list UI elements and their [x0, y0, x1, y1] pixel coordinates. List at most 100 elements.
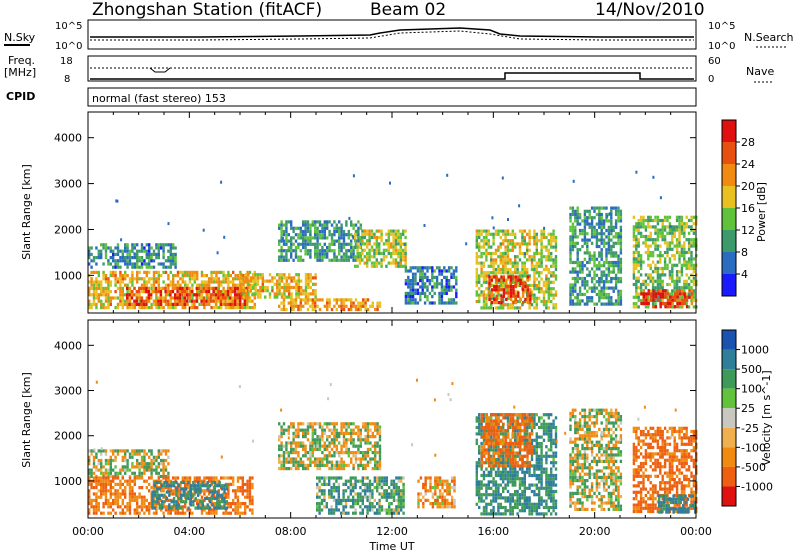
power-cell	[680, 222, 684, 226]
power-cell	[497, 229, 500, 233]
power-cell	[340, 255, 343, 259]
power-cell	[227, 270, 230, 274]
power-cell	[121, 302, 124, 306]
power-cell	[523, 274, 526, 278]
power-cell	[157, 252, 160, 256]
velocity-cell	[196, 498, 199, 502]
power-cell	[214, 302, 218, 306]
velocity-cell	[366, 460, 370, 464]
power-cell	[526, 301, 530, 305]
power-cell	[612, 270, 615, 274]
power-cell	[357, 220, 360, 224]
velocity-cell	[218, 493, 221, 497]
velocity-cell	[126, 462, 129, 466]
power-cell	[523, 299, 526, 304]
power-cell	[282, 255, 286, 259]
power-cell	[504, 258, 507, 262]
power-cell	[610, 299, 613, 303]
velocity-cell	[104, 476, 108, 480]
power-cell	[259, 285, 262, 290]
power-cell	[402, 232, 405, 236]
power-cell	[654, 215, 657, 219]
power-cell	[361, 232, 364, 236]
power-cell	[475, 229, 478, 233]
velocity-cell	[321, 428, 324, 432]
velocity-cell	[201, 480, 205, 485]
power-cell	[131, 256, 134, 260]
power-cell	[514, 245, 517, 249]
power-cell	[576, 302, 579, 306]
power-cell	[143, 283, 146, 287]
power-cell	[605, 251, 608, 255]
velocity-cell	[148, 465, 151, 469]
power-scatter-cell	[501, 176, 504, 180]
power-cell	[131, 265, 134, 269]
velocity-cell	[292, 435, 295, 439]
velocity-cell	[136, 505, 139, 509]
power-cell	[593, 228, 596, 233]
power-cell	[236, 299, 240, 303]
power-cell	[526, 291, 530, 295]
velocity-cell	[121, 449, 124, 453]
power-cell	[290, 276, 293, 280]
power-cell	[138, 290, 141, 294]
power-cell	[499, 245, 502, 249]
velocity-cell	[109, 495, 112, 499]
power-cell	[368, 248, 371, 252]
power-cell	[102, 290, 105, 294]
power-cell	[530, 258, 534, 262]
power-cell	[602, 280, 606, 284]
velocity-cell	[150, 471, 153, 475]
power-cell	[647, 244, 650, 248]
power-cell	[687, 257, 691, 261]
power-cell	[309, 242, 312, 246]
velocity-cell	[177, 506, 181, 510]
velocity-cell	[357, 457, 360, 461]
power-cell	[612, 254, 615, 258]
power-cell	[285, 282, 288, 286]
power-cell	[540, 245, 543, 249]
velocity-cell	[210, 508, 213, 512]
velocity-cell	[109, 492, 112, 496]
power-cell	[619, 244, 623, 249]
velocity-cell	[354, 460, 358, 464]
velocity-cell	[280, 447, 283, 451]
power-cell	[171, 296, 174, 300]
power-cell	[387, 235, 390, 240]
velocity-cell	[335, 463, 338, 467]
velocity-cell	[292, 457, 295, 461]
power-cell	[438, 298, 441, 302]
power-cell	[649, 234, 652, 239]
power-cell	[578, 216, 582, 220]
power-cell	[445, 285, 448, 289]
power-cell	[607, 248, 611, 252]
power-cell	[571, 241, 575, 245]
velocity-cell	[176, 486, 180, 490]
velocity-cell	[92, 511, 96, 515]
power-cell	[502, 278, 506, 282]
power-cell	[661, 273, 664, 277]
velocity-cell	[102, 505, 105, 509]
power-cell	[126, 265, 129, 269]
velocity-cell	[90, 471, 93, 475]
power-cell	[497, 290, 500, 294]
power-cell	[661, 279, 664, 283]
velocity-cell	[357, 463, 360, 467]
power-cell	[600, 251, 603, 255]
power-cell	[354, 232, 357, 236]
power-cell	[314, 245, 317, 250]
velocity-cell	[251, 495, 254, 499]
power-cell	[511, 245, 514, 249]
power-cell	[588, 212, 591, 217]
velocity-cell	[374, 425, 377, 429]
power-cell	[100, 283, 103, 287]
velocity-cell	[95, 479, 98, 483]
power-cell	[114, 280, 117, 284]
velocity-cell	[116, 476, 120, 480]
power-cell	[600, 302, 603, 306]
power-cell	[174, 265, 177, 269]
power-cell	[157, 243, 160, 247]
power-cell	[368, 229, 371, 233]
velocity-cell	[362, 467, 365, 471]
power-cell	[90, 306, 93, 310]
